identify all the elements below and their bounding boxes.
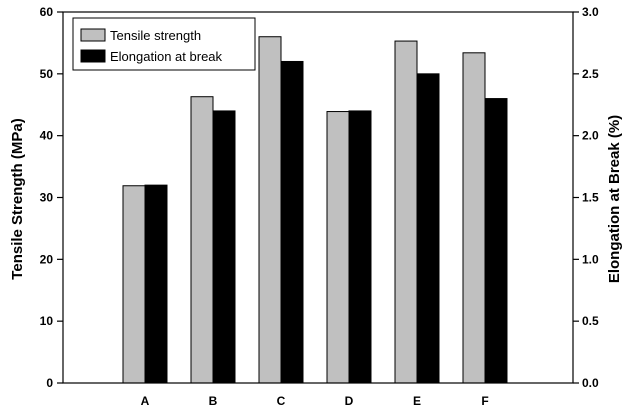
y-tick-label-left: 30 — [40, 191, 54, 205]
legend: Tensile strength Elongation at break — [72, 17, 256, 71]
bar-tensile-E — [394, 40, 418, 384]
y-tick-label-right: 2.5 — [582, 67, 599, 81]
y-axis-title-right: Elongation at Break (%) — [606, 115, 623, 283]
y-tick-label-left: 10 — [40, 314, 54, 328]
x-tick-label: E — [413, 394, 421, 408]
x-tick-label: F — [481, 394, 488, 408]
y-tick-label-right: 0.0 — [582, 376, 599, 390]
x-tick-label: B — [209, 394, 218, 408]
legend-label-tensile: Tensile strength — [110, 28, 201, 43]
y-tick-label-right: 3.0 — [582, 5, 599, 19]
legend-label-elongation: Elongation at break — [110, 49, 223, 64]
y-tick-label-left: 60 — [40, 5, 54, 19]
bar-elongation-D — [348, 110, 372, 384]
y-tick-label-left: 40 — [40, 129, 54, 143]
x-tick-label: A — [141, 394, 150, 408]
bar-tensile-B — [190, 96, 214, 384]
bar-elongation-C — [280, 60, 304, 384]
y-axis-title-left: Tensile Strength (MPa) — [9, 118, 26, 279]
y-tick-label-right: 1.5 — [582, 191, 599, 205]
bar-tensile-D — [326, 111, 350, 384]
y-tick-label-left: 50 — [40, 67, 54, 81]
bar-tensile-C — [258, 36, 282, 384]
bar-elongation-F — [484, 98, 508, 384]
bar-elongation-B — [212, 110, 236, 384]
bar-tensile-A — [122, 185, 146, 384]
bars-group — [122, 36, 508, 384]
y-tick-label-right: 1.0 — [582, 252, 599, 266]
y-tick-label-right: 2.0 — [582, 129, 599, 143]
bar-elongation-E — [416, 73, 440, 384]
x-tick-label: C — [277, 394, 286, 408]
bar-tensile-F — [462, 52, 486, 384]
legend-swatch-elongation — [80, 49, 106, 63]
legend-swatch-tensile — [80, 28, 106, 42]
y-tick-label-left: 20 — [40, 252, 54, 266]
bar-elongation-A — [144, 184, 168, 384]
y-tick-label-left: 0 — [46, 376, 53, 390]
x-tick-label: D — [345, 394, 354, 408]
y-tick-label-right: 0.5 — [582, 314, 599, 328]
ticks-group: 0 10 20 30 40 50 60 0.0 0.5 1.0 1.5 2.0 2.5 3.0 A B C D E F — [40, 5, 599, 408]
